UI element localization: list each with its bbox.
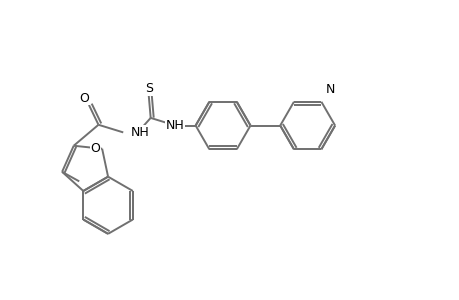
Text: O: O	[79, 92, 89, 105]
Text: NH: NH	[130, 126, 149, 139]
Text: S: S	[145, 82, 152, 95]
Text: N: N	[325, 83, 335, 96]
Text: O: O	[90, 142, 100, 155]
Text: NH: NH	[166, 119, 185, 132]
